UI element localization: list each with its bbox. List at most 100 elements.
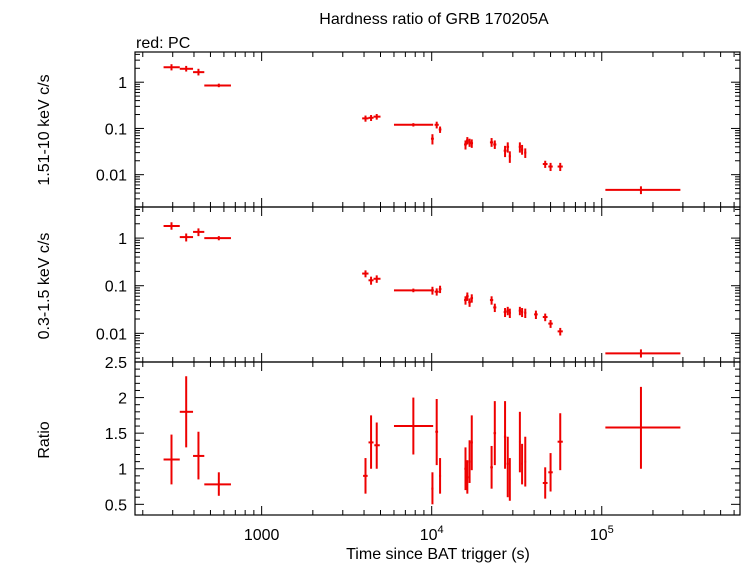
data-point [179,233,194,242]
data-point [490,445,493,489]
x-axis-label: Time since BAT trigger (s) [346,546,530,563]
data-point [518,142,521,153]
data-point [434,121,439,129]
y-tick-label: 1.5 [105,426,127,443]
data-point [503,401,507,469]
data-point [363,458,368,494]
data-point [368,115,374,121]
data-point [520,308,524,318]
data-point [430,134,434,145]
data-point [373,114,381,120]
data-point [557,162,563,172]
x-tick-labels: 1000 104 105 [244,524,614,544]
x-tick-exponent: 4 [438,524,444,536]
data-point [470,139,474,148]
data-point [434,288,439,296]
data-point [393,288,434,293]
data-point [439,458,442,494]
data-point [520,144,524,155]
data-point [204,83,231,88]
data-point [518,411,521,473]
data-point [362,115,369,122]
data-point [548,162,553,172]
data-point [521,443,524,485]
data-point [179,376,194,448]
data-point [464,447,467,491]
data-point [193,68,205,76]
y-axis-label-hard-band: 1.51-10 keV c/s [36,74,53,185]
y-tick-label: 0.1 [105,121,127,138]
panel-ratio: 2.5 2 1.5 1 0.5 [105,355,741,516]
data-point [368,276,374,285]
data-point [534,310,538,319]
data-point [503,145,507,158]
panel-hard-band: 1 0.1 0.01 [96,51,741,208]
y-tick-label: 0.01 [96,326,127,343]
data-point [493,401,497,466]
data-point [518,306,521,316]
data-point [470,294,474,303]
data-point [605,349,681,358]
data-point [393,397,434,455]
data-point [493,303,497,313]
data-point [542,467,548,499]
data-point [470,415,473,471]
data-point [508,308,511,318]
data-point [489,138,494,147]
legend-label: red: PC [136,35,190,52]
y-tick-label: 2 [118,391,127,408]
data-point [373,275,381,283]
data-point [468,440,471,483]
chart-title: Hardness ratio of GRB 170205A [319,11,549,28]
data-point [393,123,434,127]
data-point [430,286,434,295]
data-point [438,126,442,133]
data-point [468,138,471,147]
data-point [368,415,374,469]
plot-frame [134,361,741,516]
plot-frame [134,206,741,363]
data-point [374,422,380,469]
data-point [542,160,548,168]
y-tick-label: 0.5 [105,497,127,514]
plot-frame [134,51,741,208]
data-point [493,140,497,149]
data-point [193,431,205,480]
x-tick-label: 1000 [244,527,280,544]
x-tick-label: 105 [590,524,614,544]
y-tick-label: 0.1 [105,279,127,296]
y-axis-label-soft-band: 0.3-1.5 keV c/s [36,233,53,340]
data-point [465,137,469,145]
y-tick-label: 1 [118,75,127,92]
x-tick-exponent: 5 [608,524,614,536]
data-point [204,236,231,241]
data-point [362,270,369,278]
data-point [204,472,231,496]
data-point [557,327,563,336]
data-point [506,142,510,153]
y-tick-label: 1 [118,231,127,248]
data-point [506,436,509,498]
data-point [179,65,194,72]
data-point [548,453,553,492]
data-point [465,292,469,301]
data-point [542,313,548,322]
data-point [605,186,681,195]
panel-soft-band: 1 0.1 0.01 [96,206,741,363]
data-point [163,434,180,485]
data-point [506,306,510,316]
data-point [524,148,527,158]
data-point [163,64,180,71]
y-tick-label: 0.01 [96,168,127,185]
data-point [503,308,507,318]
y-tick-label: 2.5 [105,355,127,372]
data-point [548,320,553,328]
data-point [193,228,205,237]
y-axis-label-ratio: Ratio [36,421,53,458]
data-point [524,436,527,487]
data-point [431,472,434,505]
data-point [435,399,439,466]
x-tick-label: 104 [420,524,444,544]
data-point [466,460,469,494]
